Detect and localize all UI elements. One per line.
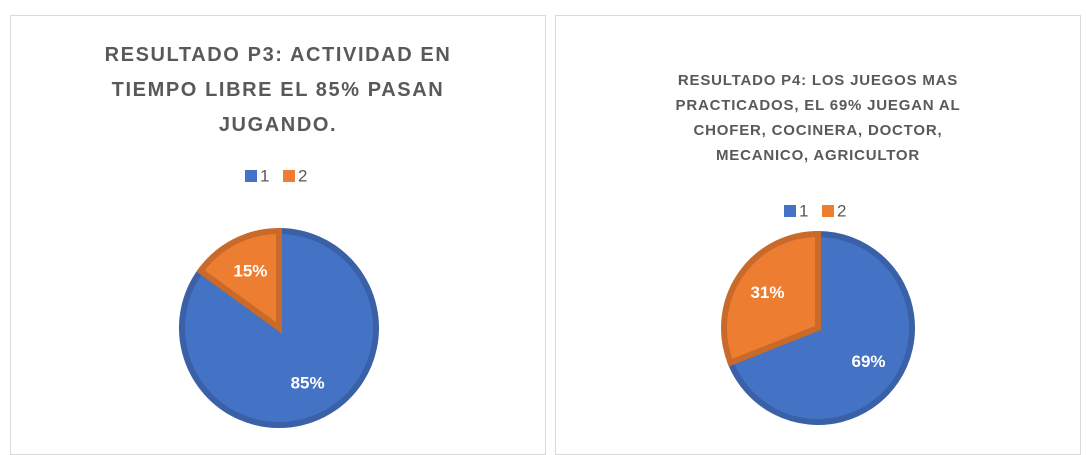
chart-title: RESULTADO P4: LOS JUEGOS MAS PRACTICADOS… xyxy=(675,72,961,164)
pie-slice xyxy=(721,230,821,367)
pie-slice xyxy=(726,230,915,425)
legend-label: 1 xyxy=(799,201,808,220)
legend-label: 2 xyxy=(298,166,307,185)
chart: 1 2 85% 15% xyxy=(179,166,379,428)
data-label: 15% xyxy=(233,261,267,280)
legend-label: 2 xyxy=(837,201,846,220)
legend-swatch xyxy=(822,205,834,217)
legend-swatch xyxy=(245,170,257,182)
chart: 1 2 69% 31% xyxy=(721,201,915,425)
chart-panel: RESULTADO P3: ACTIVIDAD EN TIEMPO LIBRE … xyxy=(10,15,546,455)
page: RESULTADO P3: ACTIVIDAD EN TIEMPO LIBRE … xyxy=(10,15,1081,455)
legend-label: 1 xyxy=(260,166,269,185)
legend-swatch xyxy=(784,205,796,217)
chart-title: RESULTADO P3: ACTIVIDAD EN TIEMPO LIBRE … xyxy=(104,44,452,136)
chart-panel: RESULTADO P4: LOS JUEGOS MAS PRACTICADOS… xyxy=(555,15,1081,455)
data-label: 69% xyxy=(852,352,886,371)
pie-slice xyxy=(196,227,282,334)
data-label: 85% xyxy=(291,374,325,393)
data-label: 31% xyxy=(750,283,784,302)
legend-swatch xyxy=(283,170,295,182)
